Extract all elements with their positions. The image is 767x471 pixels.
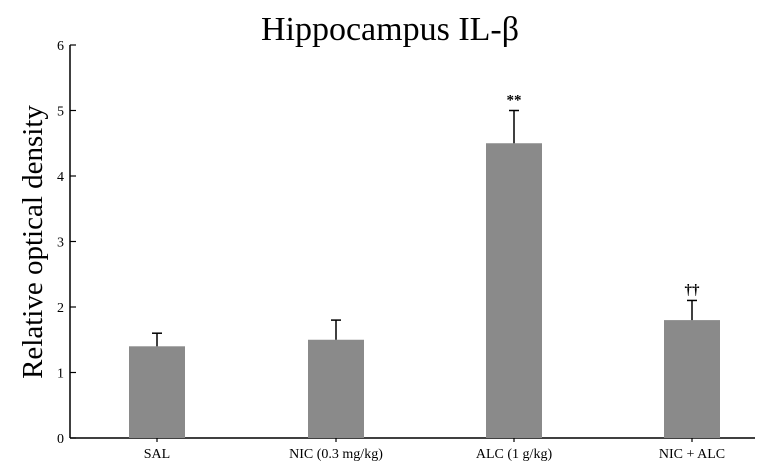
y-tick-label-1: 1 <box>57 367 64 382</box>
category-label-2: ALC (1 g/kg) <box>476 447 553 462</box>
y-tick-label-5: 5 <box>57 105 64 120</box>
bar-3 <box>664 320 720 438</box>
category-label-0: SAL <box>144 447 170 462</box>
chart-title: Hippocampus IL-β <box>261 11 519 48</box>
y-tick-label-4: 4 <box>57 170 64 185</box>
significance-label-3: †† <box>685 282 701 298</box>
plot-area: 0 1 2 3 4 5 6 SAL NIC (0.3 mg/kg) ** ALC (1 g/kg) †… <box>57 39 755 462</box>
category-label-3: NIC + ALC <box>659 447 725 462</box>
bar-2 <box>486 143 542 438</box>
bar-0 <box>129 346 185 438</box>
y-axis-label: Relative optical density <box>17 105 49 379</box>
bar-1 <box>308 339 364 438</box>
y-tick-label-3: 3 <box>57 236 64 251</box>
category-label-1: NIC (0.3 mg/kg) <box>289 447 383 462</box>
y-tick-label-2: 2 <box>57 301 64 316</box>
y-tick-label-6: 6 <box>57 39 64 54</box>
y-tick-label-0: 0 <box>57 432 64 447</box>
significance-label-2: ** <box>507 93 522 109</box>
